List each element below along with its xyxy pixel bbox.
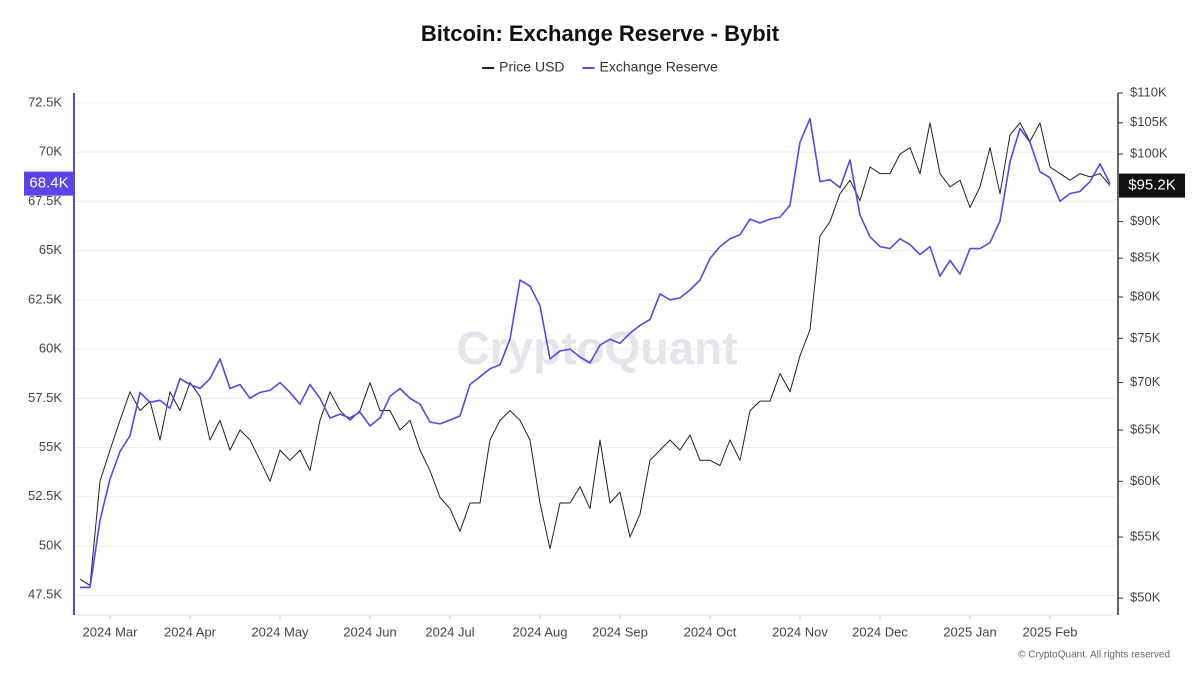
y-tick-label: 72.5K <box>28 94 62 109</box>
watermark: CryptoQuant <box>456 322 737 374</box>
x-tick-label: 2024 Sep <box>592 624 648 639</box>
chart-title: Bitcoin: Exchange Reserve - Bybit <box>421 21 780 46</box>
x-tick-label: 2025 Feb <box>1023 624 1078 639</box>
x-tick-label: 2024 Jul <box>425 624 474 639</box>
y2-tick-label: $80K <box>1130 288 1161 303</box>
y-tick-label: 65K <box>39 242 62 257</box>
badge-box <box>24 171 74 196</box>
x-tick-label: 2024 Nov <box>772 624 828 639</box>
y-tick-label: 70K <box>39 144 62 159</box>
series-line <box>79 122 1111 586</box>
x-tick-label: 2024 Oct <box>684 624 737 639</box>
y-tick-label: 55K <box>39 439 62 454</box>
legend-label: Price USD <box>499 59 564 75</box>
copyright: © CryptoQuant. All rights reserved <box>1018 650 1170 661</box>
x-tick-label: 2025 Jan <box>943 624 997 639</box>
legend-item: Price USD <box>482 59 565 75</box>
last-value-badge: $95.2K <box>1119 173 1185 198</box>
series-line <box>80 117 1111 589</box>
y2-tick-label: $50K <box>1130 590 1161 605</box>
y-tick-label: 52.5K <box>28 488 62 503</box>
y2-tick-label: $60K <box>1130 473 1161 488</box>
y2-tick-label: $85K <box>1130 250 1161 265</box>
y-tick-label: 60K <box>39 341 62 356</box>
x-tick-label: 2024 Jun <box>343 624 397 639</box>
badge-label: 68.4K <box>29 175 68 192</box>
y-tick-label: 67.5K <box>28 193 62 208</box>
x-tick-label: 2024 Dec <box>852 624 908 639</box>
x-tick-label: 2024 May <box>251 624 309 639</box>
y2-tick-label: $55K <box>1130 529 1161 544</box>
y-tick-label: 50K <box>39 537 62 552</box>
last-value-badge: 68.4K <box>24 171 74 196</box>
y2-tick-label: $65K <box>1130 421 1161 436</box>
y2-tick-label: $100K <box>1130 145 1168 160</box>
legend-label: Exchange Reserve <box>600 59 719 75</box>
badge-box <box>1119 173 1185 198</box>
badge-label: $95.2K <box>1128 177 1176 194</box>
y2-tick-label: $90K <box>1130 213 1161 228</box>
y2-tick-label: $105K <box>1130 114 1168 129</box>
y2-tick-label: $110K <box>1130 84 1167 99</box>
legend: Price USD Exchange Reserve <box>482 59 718 75</box>
x-tick-label: 2024 Mar <box>83 624 139 639</box>
y-tick-label: 57.5K <box>28 390 62 405</box>
x-tick-label: 2024 Aug <box>513 624 568 639</box>
x-tick-label: 2024 Apr <box>164 624 217 639</box>
y-tick-label: 47.5K <box>28 587 62 602</box>
y2-tick-label: $75K <box>1130 330 1161 345</box>
y-tick-label: 62.5K <box>28 291 62 306</box>
legend-item: Exchange Reserve <box>582 59 719 75</box>
y2-tick-label: $70K <box>1130 374 1161 389</box>
